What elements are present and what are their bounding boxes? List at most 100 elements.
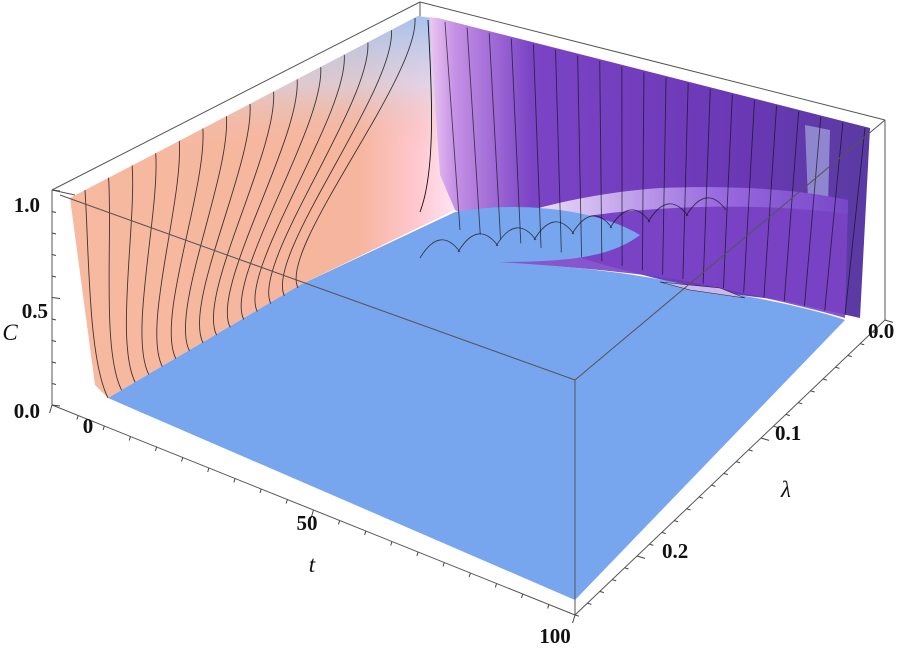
mesh-line <box>419 19 433 213</box>
tick-mark <box>337 520 341 525</box>
mesh-line <box>170 128 204 359</box>
tick-mark <box>76 415 79 420</box>
mesh-line <box>240 67 322 320</box>
lambda-axis-label: λ <box>780 477 791 502</box>
tick-mark <box>698 496 704 499</box>
tick-mark <box>661 531 666 535</box>
mesh-line <box>495 227 537 247</box>
mesh-line <box>108 177 122 391</box>
mesh-line <box>254 54 345 312</box>
tick-mark <box>310 509 314 519</box>
mesh-line <box>444 21 461 231</box>
tick-mark <box>51 211 57 213</box>
mesh-line <box>212 91 275 336</box>
mesh-line <box>281 30 392 297</box>
tick-mark <box>612 579 617 582</box>
t-tick-label: 100 <box>539 624 571 648</box>
tick-mark <box>51 275 57 278</box>
tick-mark <box>574 614 580 617</box>
axis-tick-marks <box>49 189 894 624</box>
tick-mark <box>773 425 778 428</box>
tick-mark <box>51 254 57 256</box>
tick-mark <box>468 572 471 578</box>
tick-mark <box>494 583 498 588</box>
mesh-line <box>226 79 298 328</box>
tick-mark <box>860 343 865 346</box>
mesh-line <box>184 116 227 352</box>
mesh-line <box>510 38 522 244</box>
tick-mark <box>798 402 803 405</box>
c-axis-label: C <box>2 320 18 345</box>
tick-mark <box>810 390 815 393</box>
tick-mark <box>442 562 445 567</box>
tick-mark <box>416 551 419 557</box>
mesh-line <box>419 239 461 259</box>
mesh-line <box>532 44 542 248</box>
c-tick-label: 0.5 <box>22 299 48 323</box>
axis-t: 0 50 100 t <box>83 414 571 648</box>
t-tick-label: 50 <box>297 511 318 535</box>
lambda-tick-label: 0.0 <box>868 319 894 343</box>
mesh-line <box>466 27 481 235</box>
surface-left-wall <box>70 16 455 398</box>
tick-mark <box>723 472 728 476</box>
tick-mark <box>624 567 629 570</box>
tick-mark <box>390 541 393 546</box>
tick-mark <box>285 499 288 504</box>
tick-mark <box>51 189 61 192</box>
t-axis-label: t <box>309 552 316 577</box>
mesh-line <box>662 77 667 275</box>
mesh-line <box>198 103 251 344</box>
mesh-line <box>682 83 689 280</box>
c-tick-label: 1.0 <box>14 193 40 217</box>
mesh-line <box>488 33 501 239</box>
mesh-line <box>647 203 689 223</box>
tick-mark <box>847 354 852 358</box>
mesh-line <box>141 153 157 375</box>
tick-mark <box>49 404 53 414</box>
mesh-line <box>533 221 575 241</box>
tick-mark <box>181 457 184 462</box>
mesh-line <box>555 49 562 253</box>
tick-mark <box>51 232 57 235</box>
tick-mark <box>51 383 57 385</box>
mesh-line <box>702 88 711 284</box>
mesh-line <box>844 127 866 316</box>
mesh-line <box>295 17 416 289</box>
t-tick-label: 0 <box>83 414 94 438</box>
mesh-line <box>783 111 800 302</box>
surface-mesh-lines <box>84 17 866 399</box>
axis-c: 1.0 0.5 0.0 C <box>2 193 48 423</box>
tick-mark <box>51 340 57 342</box>
tick-mark <box>674 520 679 523</box>
tick-mark <box>207 467 210 473</box>
tick-mark <box>547 604 550 609</box>
tick-mark <box>51 361 57 364</box>
tick-mark <box>587 602 592 605</box>
tick-mark <box>872 331 877 334</box>
lambda-tick-label: 0.2 <box>662 539 688 563</box>
tick-mark <box>572 614 576 624</box>
tick-mark <box>599 590 604 594</box>
tick-mark <box>636 555 646 559</box>
mesh-line <box>571 215 613 235</box>
mesh-line <box>84 189 109 399</box>
tick-mark <box>649 543 654 546</box>
mesh-line <box>722 94 733 289</box>
tick-mark <box>102 425 105 431</box>
mesh-line <box>641 72 645 271</box>
tick-mark <box>364 530 367 536</box>
tick-mark <box>884 319 894 323</box>
tick-mark <box>51 318 57 321</box>
mesh-line <box>609 209 651 229</box>
mesh-line <box>125 165 136 383</box>
mesh-line <box>268 42 369 304</box>
tick-mark <box>686 508 691 511</box>
tick-mark <box>128 436 131 441</box>
axis-lambda: 0.0 0.1 0.2 λ <box>662 319 894 563</box>
c-tick-label: 0.0 <box>14 399 40 423</box>
tick-mark <box>711 484 716 487</box>
mesh-line <box>685 197 727 217</box>
mesh-line <box>156 140 180 367</box>
